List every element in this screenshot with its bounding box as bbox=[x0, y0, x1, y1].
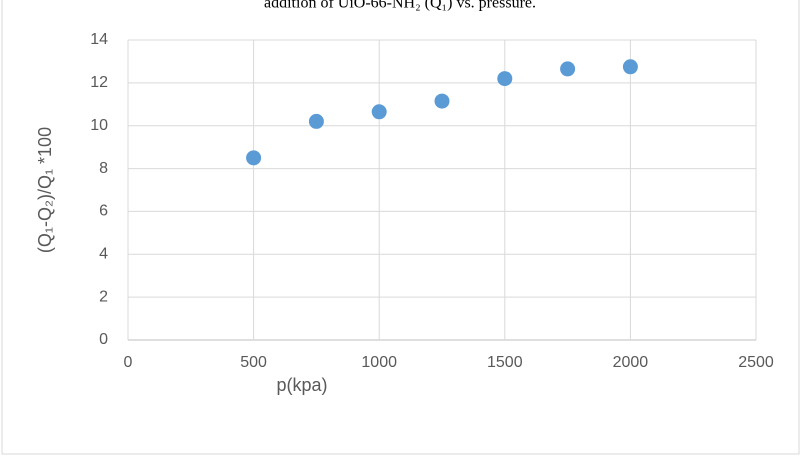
x-axis-label: p(kpa) bbox=[276, 375, 327, 395]
point bbox=[434, 93, 450, 109]
y-tick-label: 6 bbox=[99, 203, 108, 220]
x-tick-label: 2000 bbox=[613, 354, 649, 371]
y-tick-label: 2 bbox=[99, 288, 108, 305]
y-tick-label: 4 bbox=[99, 246, 108, 263]
y-tick-label: 8 bbox=[99, 160, 108, 177]
y-tick-label: 14 bbox=[90, 31, 108, 48]
point bbox=[246, 150, 262, 166]
x-tick-label: 1500 bbox=[487, 354, 523, 371]
chart-title: addition of UiO-66-NH₂ (Q₁) vs. pressure… bbox=[264, 0, 536, 12]
point bbox=[497, 71, 513, 87]
x-tick-label: 2500 bbox=[738, 354, 774, 371]
y-axis-label: (Q₁-Q₂)/Q₁ *100 bbox=[35, 127, 55, 253]
point bbox=[560, 61, 576, 77]
y-tick-label: 10 bbox=[90, 117, 108, 134]
y-tick-label: 0 bbox=[99, 331, 108, 348]
x-tick-label: 1000 bbox=[361, 354, 397, 371]
x-tick-label: 0 bbox=[124, 354, 133, 371]
x-tick-label: 500 bbox=[240, 354, 267, 371]
y-tick-label: 12 bbox=[90, 74, 108, 91]
point bbox=[308, 113, 324, 129]
point bbox=[371, 104, 387, 120]
point bbox=[622, 59, 638, 75]
